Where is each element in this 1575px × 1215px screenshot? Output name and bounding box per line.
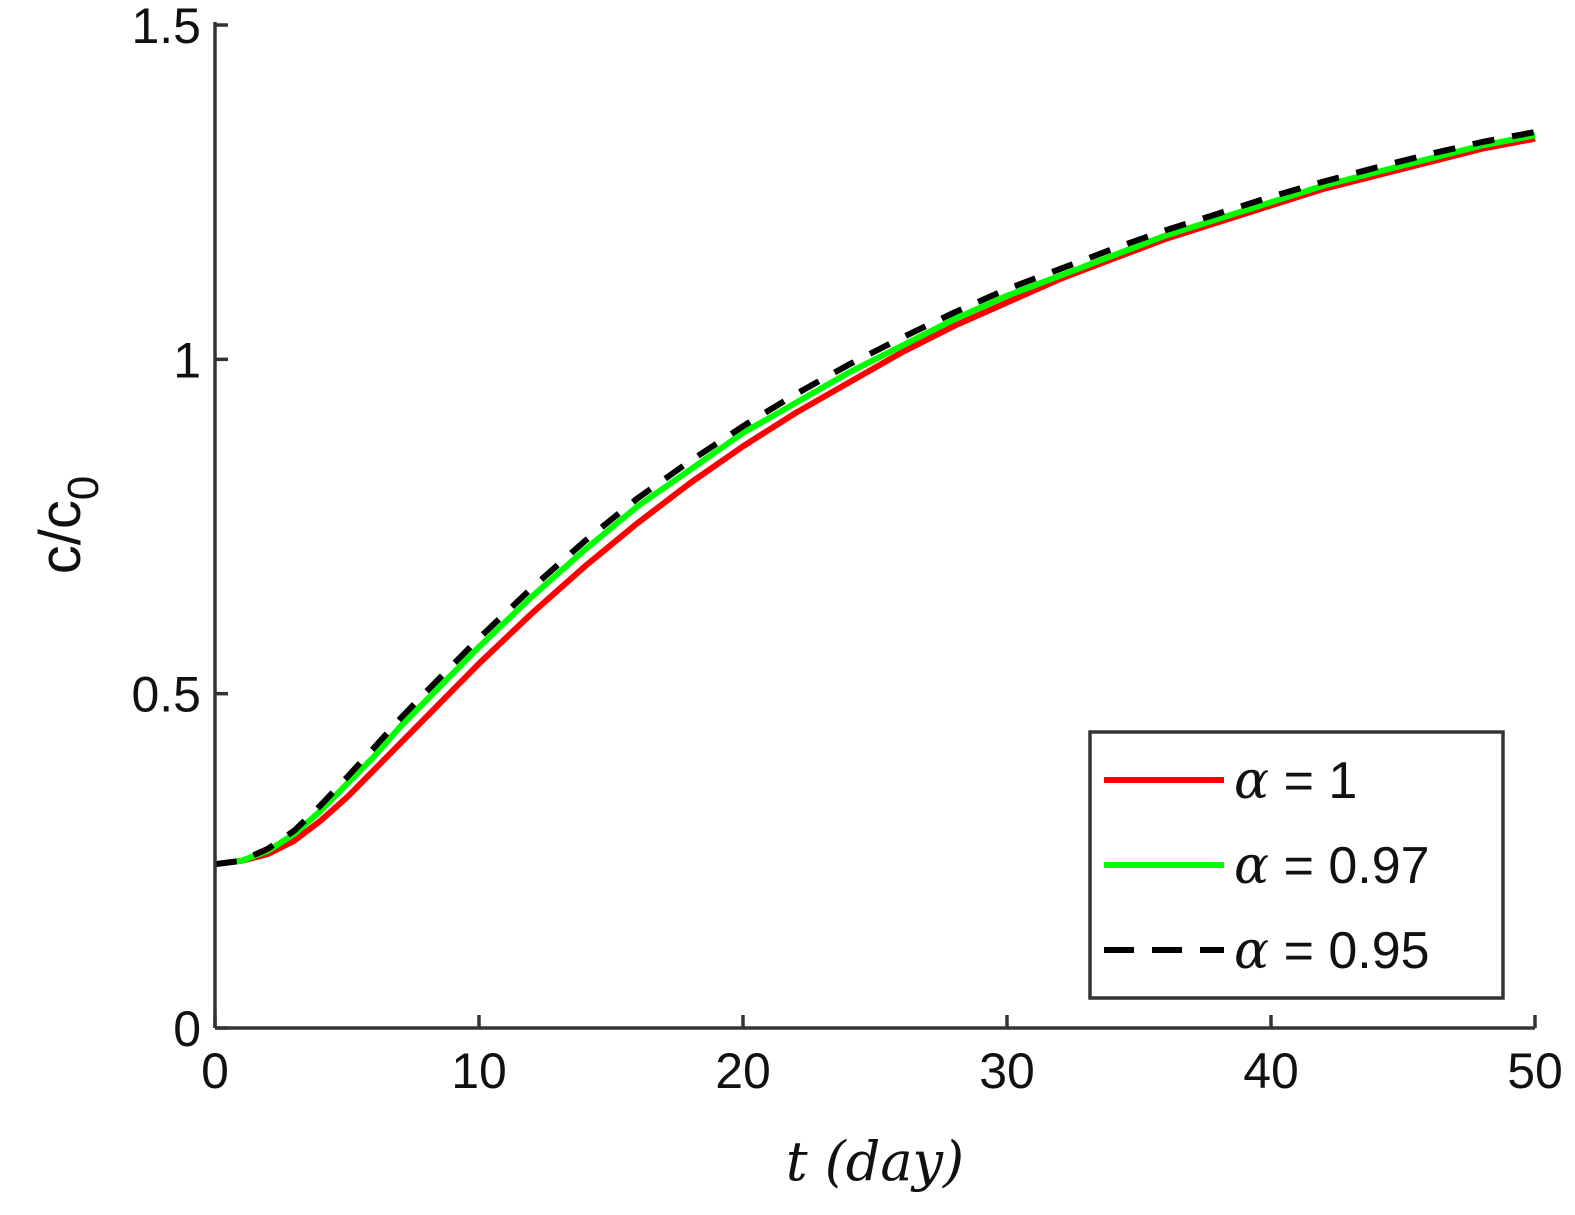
series-line-1 [214, 135, 1536, 868]
y-axis-label-subscript: 0 [59, 476, 108, 500]
x-tick-label: 10 [451, 1043, 507, 1099]
y-tick-label: 1 [173, 332, 201, 388]
legend-label-2: α = 0.97 [1234, 836, 1430, 896]
legend-value: = 1 [1269, 752, 1357, 810]
legend: α = 1α = 0.97α = 0.95 [1088, 730, 1505, 1000]
legend-entries: α = 1α = 0.97α = 0.95 [1104, 751, 1430, 981]
y-tick-label: 0.5 [131, 667, 201, 723]
legend-label-1: α = 1 [1234, 751, 1357, 811]
series-line-2 [214, 132, 1536, 868]
legend-alpha-symbol: α [1234, 751, 1269, 811]
y-tick-label: 1.5 [131, 0, 201, 54]
x-tick-label: 30 [979, 1043, 1035, 1099]
y-ticks: 0 0.5 1 1.5 [131, 0, 228, 1057]
series-layer [214, 129, 1536, 868]
legend-value: = 0.97 [1269, 837, 1429, 895]
y-tick-label: 0 [173, 1001, 201, 1057]
series-line-3 [214, 129, 1536, 868]
x-ticks: 0 10 20 30 40 50 [201, 1015, 1563, 1099]
axes-layer [213, 22, 1535, 1030]
legend-alpha-symbol: α [1234, 921, 1269, 981]
x-tick-label: 50 [1507, 1043, 1563, 1099]
legend-label-3: α = 0.95 [1234, 921, 1430, 981]
x-axis-label: t (day) [786, 1130, 964, 1193]
y-axis-label: c/c0 [28, 476, 108, 575]
legend-alpha-symbol: α [1234, 836, 1269, 896]
x-tick-label: 40 [1243, 1043, 1299, 1099]
y-axis-label-base: c/c [28, 500, 93, 574]
x-tick-label: 0 [201, 1043, 229, 1099]
x-tick-label: 20 [715, 1043, 771, 1099]
legend-value: = 0.95 [1269, 922, 1429, 980]
